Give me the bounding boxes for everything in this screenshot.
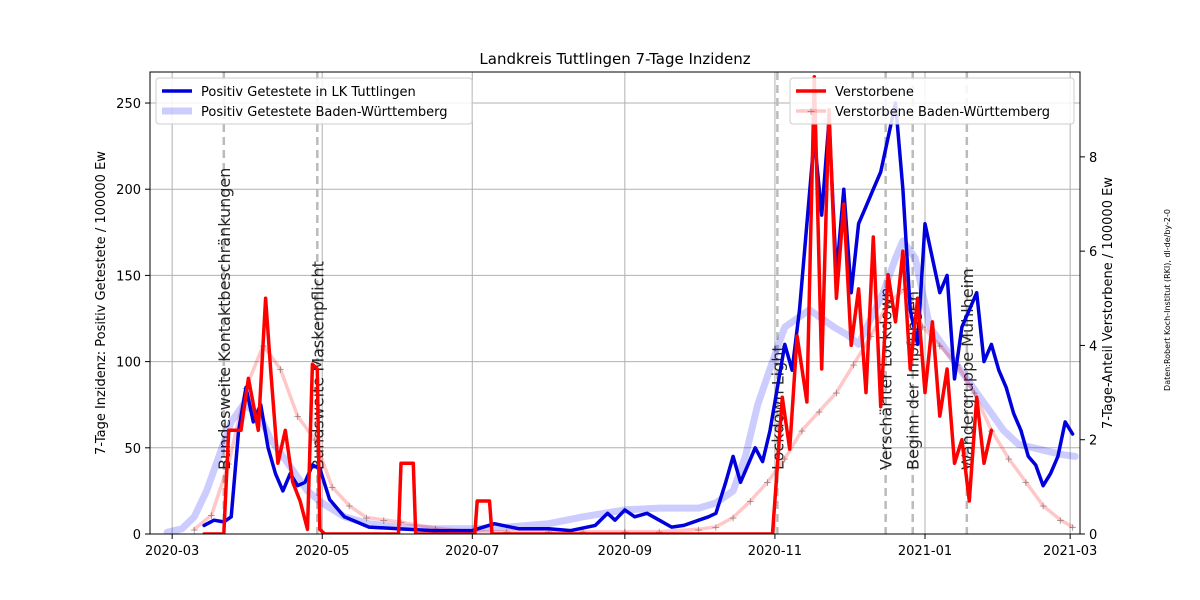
series-marker: + [276, 363, 285, 376]
y-tick-label-left: 200 [116, 183, 141, 198]
series-marker: + [1004, 453, 1013, 466]
x-tick-label: 2021-01 [898, 544, 952, 559]
event-annotation: Lockdown Light [768, 345, 787, 470]
event-annotation: Bundesweite Kontaktbeschränkungen [215, 168, 234, 470]
series-marker: + [935, 339, 944, 352]
x-tick-label: 2021-03 [1043, 544, 1097, 559]
series-marker: + [578, 526, 587, 539]
y-tick-label-left: 250 [116, 97, 141, 112]
legend-label-bw: Positiv Getestete Baden-Württemberg [201, 105, 448, 120]
source-note: Daten:Robert Koch-Institut (RKI), dl-de/… [1163, 209, 1172, 391]
legend-right: Verstorbene + Verstorbene Baden-Württemb… [789, 77, 1075, 125]
series-marker: + [1068, 521, 1077, 534]
x-tick-label: 2020-03 [145, 544, 199, 559]
series-marker: + [655, 526, 664, 539]
y-tick-label-left: 50 [124, 442, 141, 457]
y-tick-label-right: 0 [1089, 528, 1097, 543]
legend-label-lk: Positiv Getestete in LK Tuttlingen [201, 85, 416, 100]
y-tick-label-right: 2 [1089, 434, 1097, 449]
y-tick-label-right: 4 [1089, 339, 1097, 354]
legend-right-box [789, 77, 1075, 125]
legend-label-deaths: Verstorbene [835, 85, 914, 100]
x-tick-label: 2020-09 [598, 544, 652, 559]
x-tick-label: 2020-05 [295, 544, 349, 559]
series-marker: + [327, 481, 336, 494]
series-line [202, 101, 1075, 533]
series-marker: + [431, 522, 440, 535]
series-marker: + [293, 410, 302, 423]
event-annotations: Bundesweite Kontaktbeschränkungen Bundswe… [215, 168, 977, 470]
series-marker: + [849, 358, 858, 371]
series-marker: + [918, 321, 927, 334]
axes: 2020-03 2020-05 2020-07 2020-09 2020-11 2021-… [116, 97, 1097, 559]
y-tick-label-right: 6 [1089, 245, 1097, 260]
series-marker: + [362, 512, 371, 525]
series-marker: + [190, 523, 199, 536]
y-tick-label-left: 0 [133, 528, 141, 543]
event-annotation: Wandergruppe Mühlheim [958, 268, 977, 470]
series-marker: + [763, 476, 772, 489]
series-marker: + [379, 514, 388, 527]
series-marker: + [970, 387, 979, 400]
y-tick-label-right: 8 [1089, 151, 1097, 166]
series-line [202, 74, 994, 534]
series-group: +++++++++++ + + + + + + + + + + +++++++++++++++++++… [163, 74, 1079, 539]
series-marker: + [815, 405, 824, 418]
series-marker: + [694, 523, 703, 536]
series-marker: + [502, 526, 511, 539]
x-tick-label: 2020-11 [748, 544, 802, 559]
series-marker: + [207, 509, 216, 522]
series-line [163, 237, 1079, 534]
y-axis-left-label: 7-Tage Inzidenz: Positiv Getestete / 100… [94, 151, 109, 455]
series-marker: + [1056, 514, 1065, 527]
series-marker: + [797, 424, 806, 437]
series-marker: + [866, 330, 875, 343]
plot-frame [149, 71, 1081, 535]
series-marker: + [310, 434, 319, 447]
y-tick-label-left: 150 [116, 269, 141, 284]
series-marker: + [620, 526, 629, 539]
y-axis-right-label: 7-Tage-Anteil Verstorbene / 100000 Ew [1101, 177, 1116, 429]
legend-left-box [155, 77, 473, 125]
series-marker: + [1021, 476, 1030, 489]
series-marker: + [1038, 500, 1047, 513]
series-marker: + [396, 516, 405, 529]
series-marker: + [345, 500, 354, 513]
y-tick-label-left: 100 [116, 356, 141, 371]
series-marker: + [780, 453, 789, 466]
event-annotation: Verschärfter Lockdown [877, 287, 896, 470]
x-tick-label: 2020-07 [445, 544, 499, 559]
event-annotation: Bundsweite Maskenpflicht [308, 261, 327, 470]
chart-title: Landkreis Tuttlingen 7-Tage Inzidenz [479, 50, 750, 68]
legend-left: Positiv Getestete in LK Tuttlingen Posit… [155, 77, 473, 125]
legend-marker-deaths-bw: + [806, 105, 815, 118]
series-marker: + [746, 495, 755, 508]
series-marker: + [728, 512, 737, 525]
legend-label-deaths-bw: Verstorbene Baden-Württemberg [835, 105, 1050, 120]
series-marker: + [832, 387, 841, 400]
series-marker: + [711, 521, 720, 534]
